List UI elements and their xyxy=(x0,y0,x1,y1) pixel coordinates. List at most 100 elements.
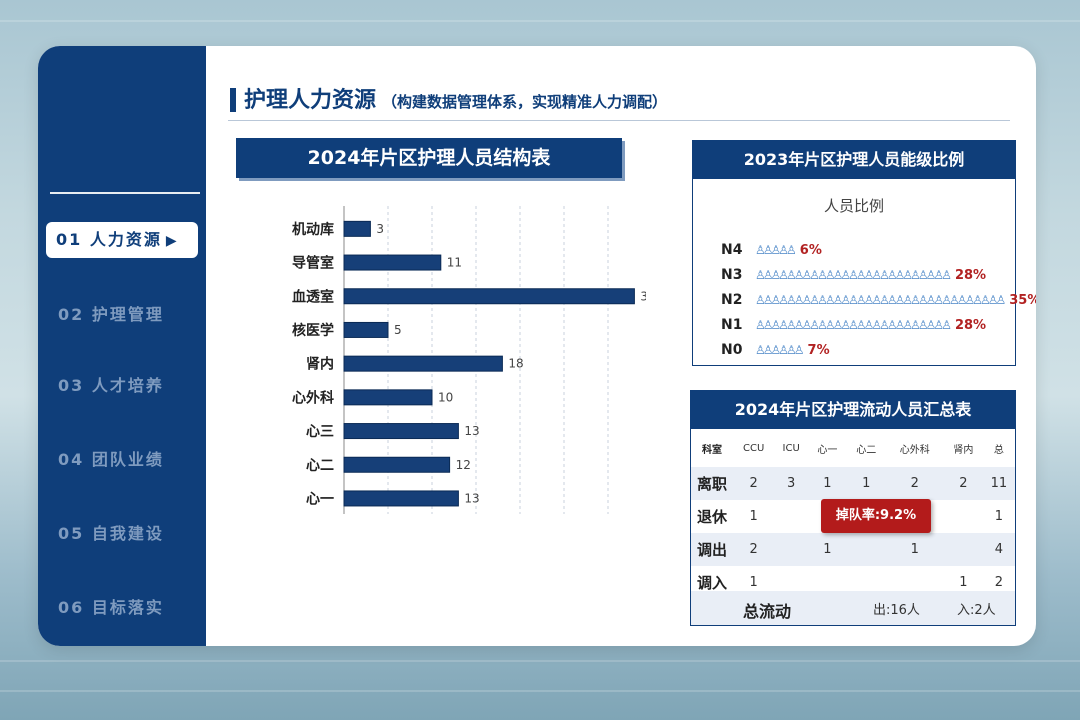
bar xyxy=(343,254,442,271)
sidebar-item-self-building[interactable]: 05 自我建设 xyxy=(56,519,196,549)
table-cell: 2 xyxy=(733,533,775,566)
bar xyxy=(343,456,451,473)
flow-total-row: 总流动 出:16人 入:2人 xyxy=(691,591,1015,625)
table-cell: 1 xyxy=(749,575,758,590)
sidebar-item-label: 04 团队业绩 xyxy=(58,450,164,469)
sidebar-item-label: 06 目标落实 xyxy=(58,598,164,617)
category-label: 心二 xyxy=(306,458,334,474)
ratio-row: N3 ♙♙♙♙♙♙♙♙♙♙♙♙♙♙♙♙♙♙♙♙♙♙♙♙♙ 28% xyxy=(721,264,986,286)
table-cell: 1 xyxy=(959,575,968,590)
data-label: 33 xyxy=(640,289,646,303)
people-pictogram-icon: ♙♙♙♙♙ xyxy=(755,243,797,257)
sidebar-item-label: 02 护理管理 xyxy=(58,305,164,324)
sidebar-item-performance[interactable]: 04 团队业绩 xyxy=(56,445,196,475)
table-row-label: 离职 xyxy=(691,467,733,500)
table-cell: 2 xyxy=(994,575,1004,590)
sidebar-item-goals[interactable]: 06 目标落实 xyxy=(56,593,196,623)
ratio-level-label: N1 xyxy=(721,317,743,333)
ratio-percent: 6% xyxy=(799,242,822,258)
sidebar-item-hr[interactable]: 01 人力资源 ▶ xyxy=(46,222,198,258)
table-row: 调出 2 1 1 4 xyxy=(691,533,1015,566)
table-cell xyxy=(846,533,886,566)
table-cell: 1 xyxy=(807,467,847,500)
people-pictogram-icon: ♙♙♙♙♙♙♙♙♙♙♙♙♙♙♙♙♙♙♙♙♙♙♙♙♙♙♙♙♙♙♙♙ xyxy=(755,293,1006,307)
table-row-label: 调入 xyxy=(696,574,727,592)
ratio-panel-title: 2023年片区护理人员能级比例 xyxy=(693,141,1015,179)
table-cell: 3 xyxy=(774,467,808,500)
table-cell xyxy=(774,500,808,533)
bar xyxy=(343,321,389,338)
table-cell: 1 xyxy=(807,533,847,566)
table-cell xyxy=(944,500,983,533)
bar xyxy=(343,389,433,406)
table-header-cell: 肾内 xyxy=(953,444,974,456)
table-header-cell: ICU xyxy=(782,442,800,454)
table-header-cell: 心二 xyxy=(856,444,877,456)
data-label: 11 xyxy=(447,256,462,270)
bar xyxy=(343,220,371,237)
data-label: 5 xyxy=(394,323,402,337)
sidebar-item-talent[interactable]: 03 人才培养 xyxy=(56,371,196,401)
bar xyxy=(343,490,459,507)
flow-panel-title: 2024年片区护理流动人员汇总表 xyxy=(691,391,1015,429)
table-header-cell: 总 xyxy=(993,444,1004,456)
bar-chart-title: 2024年片区护理人员结构表 xyxy=(236,138,622,178)
ratio-percent: 28% xyxy=(954,317,987,333)
table-cell: 1 xyxy=(846,467,886,500)
sidebar-item-nursing-mgmt[interactable]: 02 护理管理 xyxy=(56,300,196,330)
category-label: 核医学 xyxy=(292,322,334,339)
bar xyxy=(343,423,459,440)
table-cell: 2 xyxy=(885,467,944,500)
ratio-percent: 28% xyxy=(954,267,987,283)
table-row: 调入 1 1 2 xyxy=(691,566,1015,599)
data-label: 13 xyxy=(464,491,479,505)
sidebar-item-label: 05 自我建设 xyxy=(58,524,164,543)
ratio-row: N0 ♙♙♙♙♙♙ 7% xyxy=(721,339,830,361)
table-row: 离职 2 3 1 1 2 2 11 xyxy=(691,467,1015,500)
attrition-badge: 掉队率:9.2% xyxy=(821,499,931,533)
sidebar-item-label: 01 人力资源 xyxy=(56,230,162,249)
category-label: 肾内 xyxy=(306,356,334,373)
table-row-label: 调出 xyxy=(691,533,733,566)
ratio-level-label: N4 xyxy=(721,242,743,258)
slide-card: 01 人力资源 ▶ 02 护理管理 03 人才培养 04 团队业绩 05 自我建设… xyxy=(38,46,1036,646)
flow-total-out: 出:16人 xyxy=(873,603,920,618)
page-title: 护理人力资源 （构建数据管理体系，实现精准人力调配） xyxy=(244,82,667,114)
play-arrow-icon: ▶ xyxy=(165,233,179,249)
bar xyxy=(343,288,635,305)
data-label: 18 xyxy=(508,357,523,371)
table-cell: 2 xyxy=(943,467,983,500)
table-cell xyxy=(774,533,808,566)
table-header-cell: 科室 xyxy=(702,444,722,456)
flow-table: 科室 CCU ICU 心一 心二 心外科 肾内总离职 2 3 1 1 2 2 11 退休 1 1 调出 2 1 1 4 调入… xyxy=(691,429,1015,599)
table-cell: 11 xyxy=(982,467,1015,500)
data-label: 3 xyxy=(376,222,384,236)
ratio-caption: 人员比例 xyxy=(823,197,884,215)
page-subtitle: （构建数据管理体系，实现精准人力调配） xyxy=(382,93,668,111)
category-label: 血透室 xyxy=(292,288,334,305)
category-label: 心外科 xyxy=(292,389,334,406)
data-label: 12 xyxy=(456,458,471,472)
table-header-cell: 心一 xyxy=(817,444,838,456)
data-label: 10 xyxy=(438,390,453,404)
category-label: 心一 xyxy=(306,491,334,507)
people-pictogram-icon: ♙♙♙♙♙♙♙♙♙♙♙♙♙♙♙♙♙♙♙♙♙♙♙♙♙ xyxy=(755,318,952,332)
sidebar: 01 人力资源 ▶ 02 护理管理 03 人才培养 04 团队业绩 05 自我建设… xyxy=(38,46,206,646)
people-pictogram-icon: ♙♙♙♙♙♙ xyxy=(755,343,805,357)
ratio-level-label: N3 xyxy=(721,267,743,283)
ratio-panel: 2023年片区护理人员能级比例 人员比例 N4 ♙♙♙♙♙ 6% N3 ♙♙♙♙♙♙♙♙… xyxy=(692,140,1036,366)
ratio-level-label: N0 xyxy=(721,342,743,358)
table-cell: 1 xyxy=(885,533,944,566)
ratio-row: N4 ♙♙♙♙♙ 6% xyxy=(721,239,822,261)
category-label: 机动库 xyxy=(292,221,334,238)
table-row: 退休 1 1 xyxy=(691,500,1015,533)
table-row-label: 退休 xyxy=(696,508,727,526)
main-content: 护理人力资源 （构建数据管理体系，实现精准人力调配） 2024年片区护理人员结构表… xyxy=(206,46,1036,646)
flow-panel: 2024年片区护理流动人员汇总表 科室 CCU ICU 心一 心二 心外科 肾内总离职 2 3 1… xyxy=(690,390,1016,626)
people-pictogram-icon: ♙♙♙♙♙♙♙♙♙♙♙♙♙♙♙♙♙♙♙♙♙♙♙♙♙ xyxy=(755,268,952,282)
category-label: 导管室 xyxy=(292,255,334,272)
ratio-level-label: N2 xyxy=(721,292,743,308)
table-cell: 1 xyxy=(994,509,1004,524)
table-header-cell: CCU xyxy=(743,442,765,454)
sidebar-item-label: 03 人才培养 xyxy=(58,376,164,395)
